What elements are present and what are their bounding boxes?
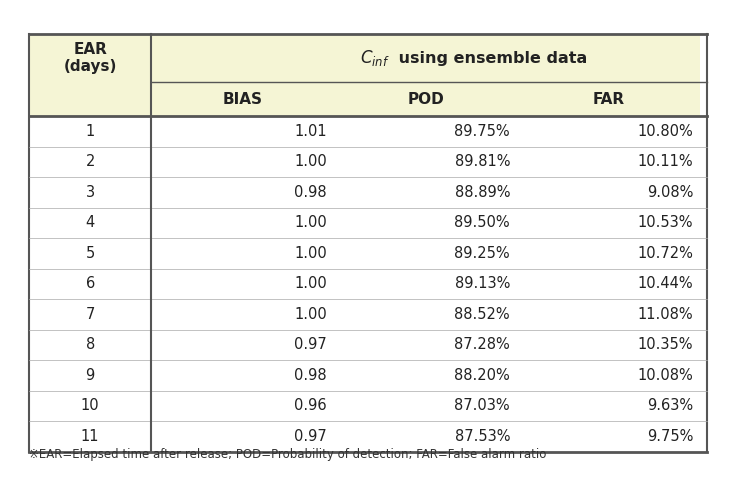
- Bar: [29, 34, 151, 82]
- Text: 1.00: 1.00: [295, 246, 327, 261]
- Text: $\mathit{C}_{inf}$: $\mathit{C}_{inf}$: [359, 48, 389, 68]
- Text: 88.52%: 88.52%: [454, 307, 510, 322]
- Text: 11.08%: 11.08%: [637, 307, 693, 322]
- Text: 88.89%: 88.89%: [454, 185, 510, 200]
- Text: 11: 11: [81, 429, 99, 444]
- Bar: [29, 299, 707, 330]
- Bar: [29, 177, 707, 208]
- Bar: [29, 391, 707, 421]
- Bar: [518, 82, 701, 116]
- Text: 10.80%: 10.80%: [637, 124, 693, 139]
- Text: 1.00: 1.00: [295, 276, 327, 291]
- Text: 6: 6: [85, 276, 95, 291]
- Text: 10.11%: 10.11%: [637, 154, 693, 169]
- Text: 0.97: 0.97: [295, 429, 327, 444]
- Bar: [29, 116, 707, 147]
- Bar: [151, 82, 334, 116]
- Text: 10.08%: 10.08%: [637, 368, 693, 383]
- Text: 1.00: 1.00: [295, 215, 327, 230]
- Text: 89.50%: 89.50%: [454, 215, 510, 230]
- Text: 1.00: 1.00: [295, 307, 327, 322]
- Text: 87.53%: 87.53%: [454, 429, 510, 444]
- Text: 10.35%: 10.35%: [638, 337, 693, 352]
- Text: 1.00: 1.00: [295, 154, 327, 169]
- Text: 1.01: 1.01: [295, 124, 327, 139]
- Text: 88.20%: 88.20%: [454, 368, 510, 383]
- Text: 8: 8: [85, 337, 95, 352]
- Bar: [29, 238, 707, 269]
- Text: 7: 7: [85, 307, 95, 322]
- Text: 9.08%: 9.08%: [647, 185, 693, 200]
- Bar: [334, 82, 518, 116]
- Text: 10: 10: [81, 398, 99, 413]
- Text: 89.81%: 89.81%: [454, 154, 510, 169]
- Text: POD: POD: [408, 92, 444, 106]
- Text: 89.13%: 89.13%: [455, 276, 510, 291]
- Text: 10.72%: 10.72%: [637, 246, 693, 261]
- Text: 0.98: 0.98: [295, 185, 327, 200]
- Text: 0.97: 0.97: [295, 337, 327, 352]
- Text: 0.96: 0.96: [295, 398, 327, 413]
- Text: 9: 9: [85, 368, 95, 383]
- Bar: [29, 208, 707, 238]
- Text: using ensemble data: using ensemble data: [393, 51, 588, 65]
- Text: 87.03%: 87.03%: [454, 398, 510, 413]
- Text: 0.98: 0.98: [295, 368, 327, 383]
- Text: 1: 1: [85, 124, 95, 139]
- Bar: [29, 269, 707, 299]
- Text: ※EAR=Elapsed time after release; POD=Probability of detection; FAR=False alarm r: ※EAR=Elapsed time after release; POD=Pro…: [29, 449, 547, 461]
- Text: 3: 3: [85, 185, 95, 200]
- Bar: [29, 330, 707, 360]
- Text: 4: 4: [85, 215, 95, 230]
- Bar: [29, 82, 151, 116]
- Bar: [29, 360, 707, 391]
- Text: 5: 5: [85, 246, 95, 261]
- Text: 9.75%: 9.75%: [647, 429, 693, 444]
- Text: 10.53%: 10.53%: [638, 215, 693, 230]
- Text: BIAS: BIAS: [223, 92, 262, 106]
- Bar: [29, 147, 707, 177]
- Text: 9.63%: 9.63%: [647, 398, 693, 413]
- Bar: [151, 34, 701, 82]
- Text: FAR: FAR: [593, 92, 625, 106]
- Text: EAR
(days): EAR (days): [63, 42, 117, 74]
- Text: 89.75%: 89.75%: [454, 124, 510, 139]
- Text: 10.44%: 10.44%: [637, 276, 693, 291]
- Bar: [29, 421, 707, 452]
- Text: 89.25%: 89.25%: [454, 246, 510, 261]
- Text: 2: 2: [85, 154, 95, 169]
- Text: 87.28%: 87.28%: [454, 337, 510, 352]
